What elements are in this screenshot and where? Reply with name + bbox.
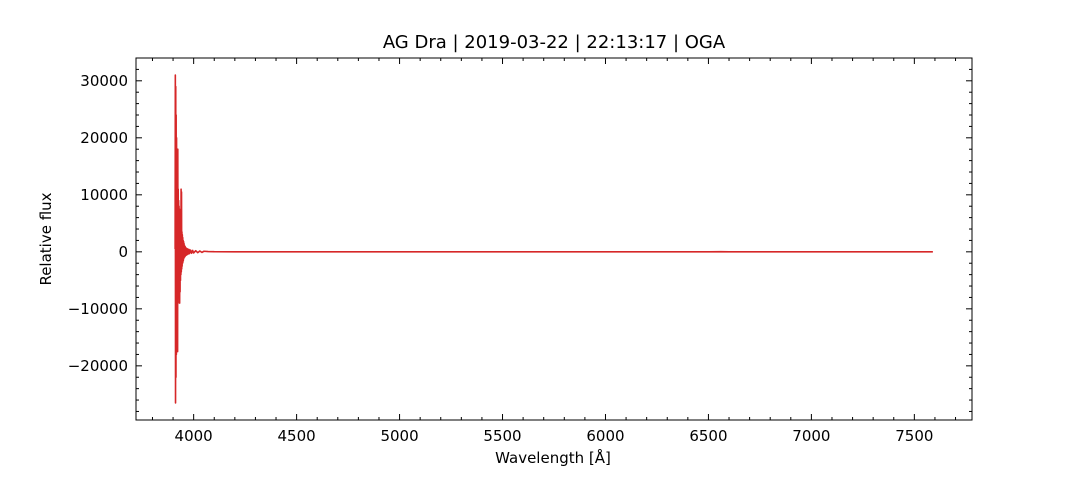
y-tick-label: −20000 bbox=[68, 357, 128, 375]
x-tick-label: 6000 bbox=[586, 427, 624, 445]
x-tick-label: 4000 bbox=[175, 427, 213, 445]
x-tick-label: 7500 bbox=[895, 427, 933, 445]
x-tick-label: 7000 bbox=[792, 427, 830, 445]
x-tick-label: 4500 bbox=[278, 427, 316, 445]
y-tick-label: 20000 bbox=[80, 129, 128, 147]
y-axis-label: Relative flux bbox=[37, 192, 55, 285]
spectrum-series-line bbox=[174, 74, 933, 404]
x-tick-label: 5500 bbox=[483, 427, 521, 445]
x-axis-label: Wavelength [Å] bbox=[495, 448, 611, 467]
axis-ticks: 4000 4500 5000 5500 6000 6500 7000 7500 −20000 −1… bbox=[68, 57, 972, 445]
y-tick-label: 30000 bbox=[80, 72, 128, 90]
y-tick-label: 0 bbox=[118, 243, 128, 261]
plot-area bbox=[174, 74, 933, 404]
x-tick-label: 5000 bbox=[380, 427, 418, 445]
y-tick-label: 10000 bbox=[80, 186, 128, 204]
x-tick-label: 6500 bbox=[689, 427, 727, 445]
chart-title: AG Dra | 2019-03-22 | 22:13:17 | OGA bbox=[383, 32, 726, 53]
y-tick-label: −10000 bbox=[68, 300, 128, 318]
plot-frame bbox=[135, 57, 973, 421]
